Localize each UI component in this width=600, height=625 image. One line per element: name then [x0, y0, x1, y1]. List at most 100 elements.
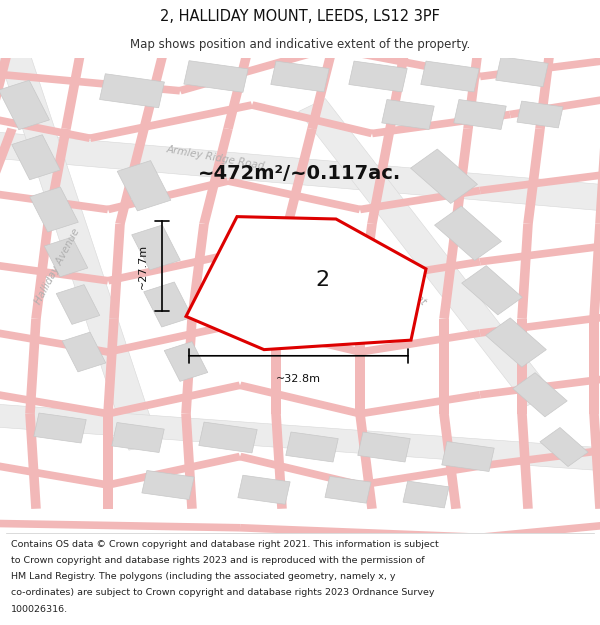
Text: Contains OS data © Crown copyright and database right 2021. This information is : Contains OS data © Crown copyright and d…: [11, 540, 439, 549]
Polygon shape: [589, 414, 600, 509]
Polygon shape: [0, 80, 49, 130]
Polygon shape: [0, 402, 600, 472]
Polygon shape: [517, 101, 563, 128]
Polygon shape: [355, 223, 377, 319]
Polygon shape: [181, 319, 197, 414]
Polygon shape: [186, 217, 426, 349]
Polygon shape: [479, 519, 600, 541]
Polygon shape: [115, 128, 149, 224]
Polygon shape: [0, 386, 109, 418]
Polygon shape: [283, 128, 317, 224]
Polygon shape: [329, 44, 481, 80]
Polygon shape: [0, 68, 181, 94]
Polygon shape: [103, 319, 119, 414]
Polygon shape: [223, 33, 257, 129]
Polygon shape: [410, 149, 478, 203]
Polygon shape: [117, 161, 171, 211]
Polygon shape: [0, 187, 109, 213]
Polygon shape: [463, 33, 485, 129]
Polygon shape: [61, 33, 89, 129]
Polygon shape: [513, 372, 567, 417]
Polygon shape: [271, 414, 287, 509]
Polygon shape: [43, 128, 71, 224]
Polygon shape: [187, 223, 209, 319]
Text: ~32.8m: ~32.8m: [276, 374, 321, 384]
Polygon shape: [517, 224, 533, 319]
Polygon shape: [62, 332, 106, 372]
Polygon shape: [31, 223, 53, 319]
Polygon shape: [239, 453, 361, 489]
Polygon shape: [164, 342, 208, 381]
Polygon shape: [107, 382, 241, 418]
Polygon shape: [34, 413, 86, 443]
Polygon shape: [421, 61, 479, 92]
Polygon shape: [0, 458, 109, 489]
Polygon shape: [107, 249, 241, 284]
Polygon shape: [25, 414, 41, 509]
Text: 100026316.: 100026316.: [11, 604, 68, 614]
Polygon shape: [359, 187, 481, 213]
Polygon shape: [0, 258, 109, 284]
Polygon shape: [595, 129, 600, 224]
Polygon shape: [142, 471, 194, 499]
Polygon shape: [44, 237, 88, 277]
Polygon shape: [239, 382, 361, 418]
Polygon shape: [479, 443, 600, 470]
Text: 2, HALLIDAY MOUNT, LEEDS, LS12 3PF: 2, HALLIDAY MOUNT, LEEDS, LS12 3PF: [160, 9, 440, 24]
Polygon shape: [251, 101, 373, 137]
Polygon shape: [540, 428, 588, 466]
Polygon shape: [442, 441, 494, 471]
Polygon shape: [0, 130, 600, 213]
Polygon shape: [479, 239, 600, 266]
Polygon shape: [25, 319, 41, 414]
Polygon shape: [0, 45, 159, 450]
Polygon shape: [359, 391, 481, 418]
Polygon shape: [439, 223, 461, 319]
Polygon shape: [56, 284, 100, 324]
Polygon shape: [240, 524, 480, 541]
Polygon shape: [109, 224, 125, 319]
Polygon shape: [355, 413, 377, 509]
Text: Map shows position and indicative extent of the property.: Map shows position and indicative extent…: [130, 38, 470, 51]
Polygon shape: [523, 128, 545, 224]
Polygon shape: [227, 177, 361, 213]
Text: to Crown copyright and database rights 2023 and is reproduced with the permissio: to Crown copyright and database rights 2…: [11, 556, 424, 565]
Polygon shape: [385, 33, 413, 129]
Polygon shape: [238, 475, 290, 504]
Polygon shape: [199, 422, 257, 453]
Polygon shape: [103, 414, 113, 509]
Polygon shape: [355, 319, 365, 414]
Polygon shape: [299, 99, 553, 406]
Polygon shape: [178, 44, 332, 94]
Polygon shape: [239, 249, 361, 284]
Polygon shape: [485, 318, 547, 367]
Polygon shape: [517, 414, 533, 509]
Polygon shape: [107, 320, 241, 356]
Polygon shape: [349, 61, 407, 92]
Polygon shape: [89, 101, 253, 142]
Text: 2: 2: [315, 271, 329, 291]
Text: Halliday Avenue: Halliday Avenue: [33, 227, 81, 306]
Polygon shape: [479, 310, 600, 337]
Polygon shape: [434, 206, 502, 261]
Polygon shape: [461, 266, 523, 315]
Polygon shape: [367, 128, 395, 224]
Polygon shape: [199, 128, 233, 224]
Polygon shape: [271, 319, 281, 414]
Text: HM Land Registry. The polygons (including the associated geometry, namely x, y: HM Land Registry. The polygons (includin…: [11, 572, 395, 581]
Polygon shape: [112, 422, 164, 452]
Polygon shape: [12, 135, 60, 180]
Polygon shape: [382, 99, 434, 129]
Polygon shape: [307, 33, 341, 129]
Polygon shape: [107, 177, 229, 213]
Polygon shape: [589, 319, 599, 414]
Text: Armley Ridge Road: Armley Ridge Road: [166, 144, 266, 171]
Polygon shape: [0, 324, 109, 356]
Text: Halliday Mount: Halliday Mount: [365, 246, 427, 307]
Polygon shape: [139, 33, 173, 129]
Polygon shape: [286, 432, 338, 462]
Polygon shape: [271, 223, 293, 319]
Polygon shape: [403, 481, 449, 508]
Text: co-ordinates) are subject to Crown copyright and database rights 2023 Ordnance S: co-ordinates) are subject to Crown copyr…: [11, 589, 434, 598]
Text: ~27.7m: ~27.7m: [138, 244, 148, 289]
